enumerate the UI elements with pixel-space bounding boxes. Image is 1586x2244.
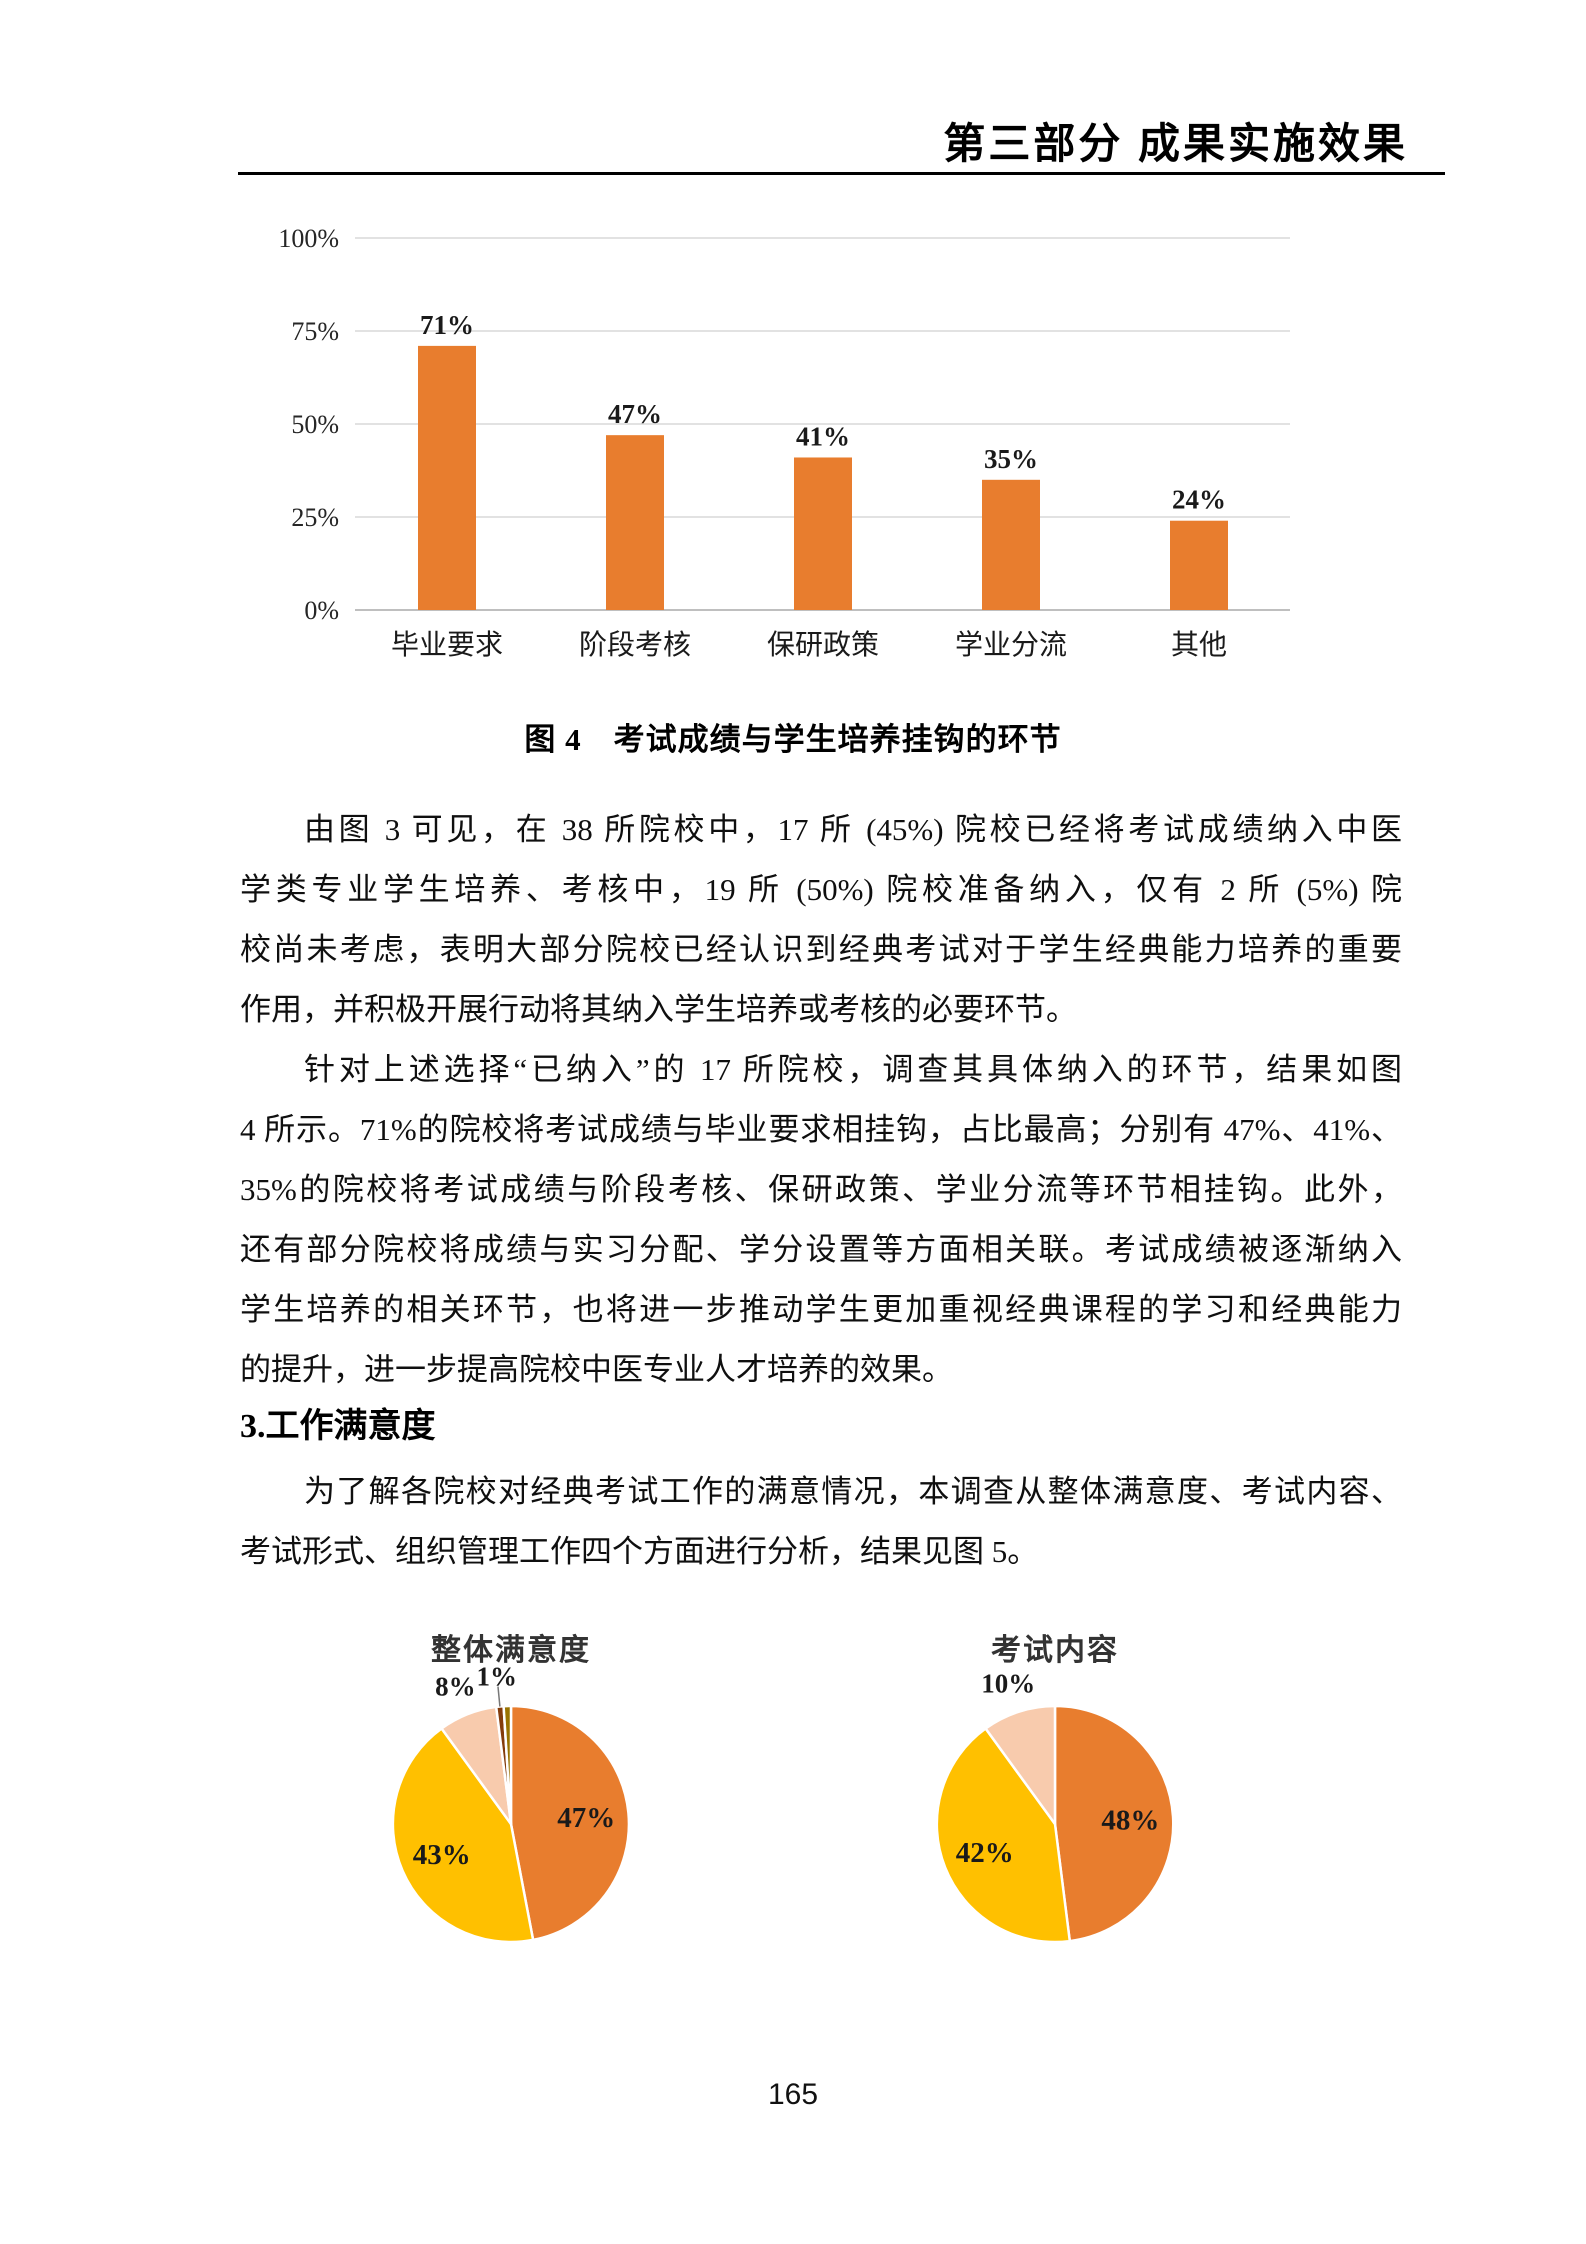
pie-slice-label: 43%: [413, 1839, 471, 1871]
leader-line: [497, 1686, 501, 1707]
body-line: 为了解各院校对经典考试工作的满意情况，本调查从整体满意度、考试内容、: [304, 1474, 1402, 1509]
body-line: 35%的院校将考试成绩与阶段考核、保研政策、学业分流等环节相挂钩。此外，: [240, 1172, 1402, 1207]
body-line: 4 所示。71%的院校将考试成绩与毕业要求相挂钩，占比最高；分别有 47%、41…: [240, 1112, 1402, 1147]
bar-value-label: 24%: [1172, 485, 1226, 515]
body-line: 的提升，进一步提高院校中医专业人才培养的效果。: [240, 1352, 953, 1387]
bar: [794, 457, 852, 610]
pie-slice: [1053, 1704, 1175, 1943]
category-label: 其他: [1171, 629, 1227, 661]
category-label: 保研政策: [767, 629, 879, 661]
page-number: 165: [767, 2078, 819, 2111]
category-label: 学业分流: [955, 629, 1067, 661]
pie-chart-exam-content: 考试内容 48% 42% 10%: [935, 1634, 1175, 1944]
section-heading: 3.工作满意度: [240, 1408, 436, 1445]
pie-slice-label: 1%: [477, 1662, 518, 1692]
figure4-caption: 图 4 考试成绩与学生培养挂钩的环节: [524, 722, 1062, 757]
y-tick-label: 0%: [304, 596, 339, 625]
bar: [982, 479, 1040, 610]
body-line: 由图 3 可见，在 38 所院校中，17 所 (45%) 院校已经将考试成绩纳入…: [304, 812, 1402, 847]
pie-slice-label: 48%: [1101, 1804, 1159, 1836]
bar: [1170, 520, 1228, 610]
pie-slice: [391, 1727, 535, 1944]
y-tick-label: 75%: [291, 317, 339, 346]
pie-slice: [509, 1704, 631, 1942]
bar-value-label: 41%: [796, 421, 850, 451]
pie-slice-label: 47%: [557, 1802, 615, 1834]
y-tick-label: 25%: [291, 503, 339, 532]
body-line: 还有部分院校将成绩与实习分配、学分设置等方面相关联。考试成绩被逐渐纳入: [240, 1232, 1402, 1267]
bar-value-label: 71%: [420, 310, 474, 340]
bar: [418, 345, 476, 610]
header-rule: [238, 172, 1445, 175]
pie-slice-label: 42%: [956, 1837, 1014, 1869]
body-line: 针对上述选择“已纳入”的 17 所院校，调查其具体纳入的环节，结果如图: [304, 1052, 1402, 1087]
pie-title: 考试内容: [991, 1634, 1119, 1667]
pie-title: 整体满意度: [431, 1633, 591, 1667]
pie-chart-overall-satisfaction: 整体满意度 47% 43% 8% 1%: [391, 1633, 631, 1944]
pie-slice: [502, 1704, 513, 1826]
figure4-bar-chart: 0% 25% 50% 75% 100% 71% 毕业要求 47% 阶段考核 41% 保研政策 35% 学…: [278, 224, 1290, 661]
pie-slice-label: 10%: [981, 1668, 1035, 1698]
category-label: 阶段考核: [579, 629, 691, 661]
page-header-title: 第三部分 成果实施效果: [943, 120, 1408, 167]
pie-slice-label: 8%: [435, 1672, 476, 1702]
pie-slice: [984, 1704, 1057, 1826]
body-line: 作用，并积极开展行动将其纳入学生培养或考核的必要环节。: [240, 992, 1077, 1027]
body-line: 校尚未考虑，表明大部分院校已经认识到经典考试对于学生经典能力培养的重要: [240, 932, 1402, 967]
bar: [606, 435, 664, 610]
body-line: 学生培养的相关环节，也将进一步推动学生更加重视经典课程的学习和经典能力: [240, 1292, 1402, 1327]
bar-value-label: 35%: [984, 444, 1038, 474]
y-tick-label: 50%: [291, 410, 339, 439]
body-line: 考试形式、组织管理工作四个方面进行分析，结果见图 5。: [240, 1534, 1039, 1569]
body-line: 学类专业学生培养、考核中，19 所 (50%) 院校准备纳入，仅有 2 所 (5…: [240, 872, 1402, 907]
y-tick-label: 100%: [278, 224, 339, 253]
category-label: 毕业要求: [391, 629, 503, 661]
bar-value-label: 47%: [608, 399, 662, 429]
pie-slice: [935, 1727, 1072, 1944]
